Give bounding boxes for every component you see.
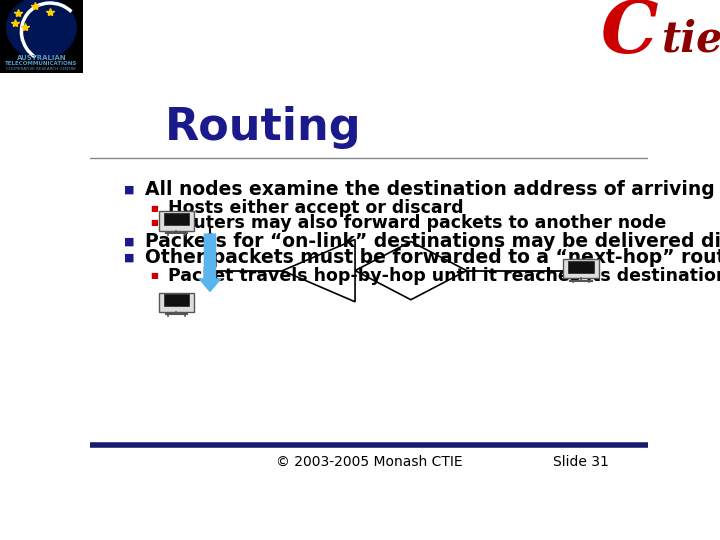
Text: C: C [600, 0, 658, 68]
Text: Hosts either accept or discard: Hosts either accept or discard [168, 199, 463, 217]
Bar [164, 213, 189, 225]
Text: Slide 31: Slide 31 [553, 455, 609, 469]
Text: ■: ■ [150, 218, 158, 227]
Text: AUSTRALIAN: AUSTRALIAN [17, 55, 66, 62]
Text: Other packets must be forwarded to a “next-hop” router: Other packets must be forwarded to a “ne… [145, 248, 720, 267]
Text: Packet travels hop-by-hop until it reaches its destination: Packet travels hop-by-hop until it reach… [168, 267, 720, 285]
Text: Routing: Routing [166, 106, 362, 150]
Bar [159, 212, 194, 231]
Bar [159, 293, 194, 312]
Text: ■: ■ [124, 185, 135, 194]
Bar [564, 259, 598, 279]
Bar [568, 261, 594, 273]
Text: Routers may also forward packets to another node: Routers may also forward packets to anot… [168, 214, 666, 232]
Text: ■: ■ [124, 252, 135, 262]
Text: tie: tie [662, 18, 720, 60]
FancyArrow shape [199, 234, 220, 292]
Text: ■: ■ [150, 204, 158, 213]
Text: ■: ■ [124, 237, 135, 247]
Text: ■: ■ [150, 271, 158, 280]
Text: TELECOMMUNICATIONS: TELECOMMUNICATIONS [5, 61, 78, 66]
Text: All nodes examine the destination address of arriving packets: All nodes examine the destination addres… [145, 180, 720, 199]
Text: Packets for “on-link” destinations may be delivered directly: Packets for “on-link” destinations may b… [145, 232, 720, 251]
Text: COOPERATIVE RESEARCH CENTRE: COOPERATIVE RESEARCH CENTRE [6, 66, 76, 71]
Circle shape [6, 0, 76, 58]
Text: © 2003-2005 Monash CTIE: © 2003-2005 Monash CTIE [276, 455, 462, 469]
Bar [164, 294, 189, 306]
